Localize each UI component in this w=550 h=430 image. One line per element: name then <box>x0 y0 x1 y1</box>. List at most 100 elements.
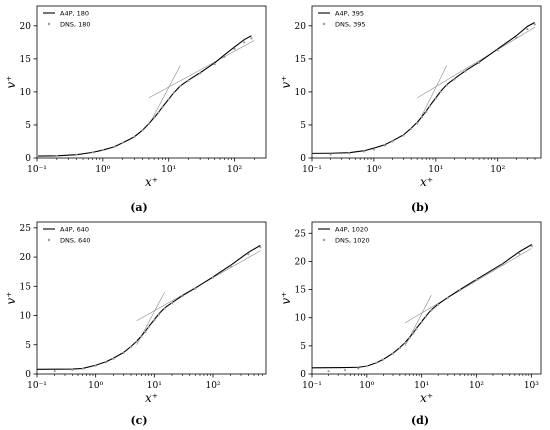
y-tick-label: 5 <box>300 342 306 352</box>
dns-data-point <box>53 369 56 373</box>
dns-data-point <box>382 358 385 361</box>
plot-area <box>37 35 255 158</box>
plot-frame <box>36 5 267 159</box>
dns-data-point <box>430 309 433 312</box>
legend-entry: DNS, 180 <box>60 20 91 28</box>
series-line-a4p <box>312 22 535 154</box>
plot-frame <box>311 5 542 159</box>
x-tick-label: 10⁰ <box>95 165 110 175</box>
dns-data-point <box>112 357 115 360</box>
legend: A4P, 1020 DNS, 1020 <box>318 225 370 244</box>
series-line-a4p <box>37 35 252 157</box>
x-tick-label: 10¹ <box>428 165 443 175</box>
reference-line-2 <box>405 248 532 324</box>
reference-line-2 <box>148 40 255 99</box>
dns-data-point <box>243 41 246 44</box>
dns-data-point <box>37 154 39 158</box>
dns-data-point <box>167 98 170 101</box>
reference-line-1 <box>416 65 447 126</box>
legend-swatch-dot <box>47 22 51 26</box>
dns-data-point <box>348 152 351 155</box>
dns-data-point <box>518 252 521 255</box>
dns-data-point <box>363 150 366 153</box>
dns-data-point <box>445 84 448 87</box>
dns-data-point <box>113 145 116 148</box>
dns-data-point <box>437 303 440 306</box>
x-tick-label: 10⁻¹ <box>302 165 322 175</box>
y-tick-label: 10 <box>295 88 307 98</box>
x-tick-label: 10⁰ <box>366 165 381 175</box>
reference-line-1 <box>148 65 181 126</box>
x-tick-label: 10¹ <box>414 381 429 391</box>
panel-caption: (c) <box>130 414 147 427</box>
dns-data-point <box>439 90 442 94</box>
dns-data-point <box>391 140 394 143</box>
dns-data-point <box>37 370 39 373</box>
dns-data-point <box>312 370 314 373</box>
dns-data-point <box>526 28 529 31</box>
y-tick-label: 0 <box>25 370 31 380</box>
x-axis-title: x⁺ <box>420 175 433 189</box>
dns-data-point <box>415 327 418 331</box>
dns-data-point <box>181 295 184 298</box>
panel-1: 10⁻¹ 10⁰ 10¹ 10² 0 5 10 15 20 x⁺ v⁺ A4P, 180 DNS, 18… <box>4 5 267 214</box>
x-tick-label: 10¹ <box>147 381 162 391</box>
dns-data-point <box>55 154 58 157</box>
y-axis-title: v⁺ <box>4 291 18 304</box>
y-tick-label: 25 <box>20 224 32 234</box>
dns-data-point <box>329 153 332 156</box>
dns-data-point <box>135 340 138 343</box>
dns-data-point <box>416 121 419 125</box>
panel-caption: (d) <box>411 414 429 427</box>
dns-data-point <box>425 110 428 113</box>
dns-data-point <box>153 319 156 322</box>
y-tick-label: 15 <box>20 55 32 65</box>
legend-swatch-dot <box>322 238 326 242</box>
plot-frame <box>36 221 267 375</box>
y-axis-title: v⁺ <box>279 291 293 304</box>
legend-entry: DNS, 395 <box>335 20 366 28</box>
dns-data-point <box>420 115 424 119</box>
y-tick-label: 20 <box>295 22 307 32</box>
x-tick-label: 10² <box>490 165 505 175</box>
dns-data-point <box>233 47 236 51</box>
plot-area <box>37 244 262 373</box>
x-axis-title: x⁺ <box>145 175 158 189</box>
dns-data-point <box>327 370 330 373</box>
legend-entry: A4P, 180 <box>60 9 89 17</box>
x-axis-title: x⁺ <box>145 391 158 405</box>
y-tick-label: 10 <box>295 314 307 324</box>
panel-caption: (a) <box>130 201 148 214</box>
dns-data-point <box>533 23 536 26</box>
dns-data-point <box>161 106 164 109</box>
y-tick-label: 10 <box>20 88 32 98</box>
dns-data-point <box>213 63 216 66</box>
dns-data-point <box>194 287 197 290</box>
plot-area <box>312 244 533 373</box>
legend-entry: DNS, 1020 <box>335 236 370 244</box>
dns-data-point <box>153 116 156 119</box>
x-tick-label: 10⁻¹ <box>302 381 322 391</box>
series-line-a4p <box>312 244 533 369</box>
y-tick-label: 15 <box>20 282 32 292</box>
legend-entry: A4P, 1020 <box>335 225 368 233</box>
dns-data-point <box>375 361 378 364</box>
y-tick-label: 0 <box>300 370 306 380</box>
dns-data-point <box>420 321 423 324</box>
y-tick-label: 15 <box>295 286 307 296</box>
dns-data-point <box>157 111 160 114</box>
dns-data-point <box>398 347 401 350</box>
dns-data-point <box>434 97 437 100</box>
dns-data-point <box>187 79 190 82</box>
dns-data-point <box>250 37 253 40</box>
dns-data-point <box>101 148 104 152</box>
dns-data-point <box>172 91 176 94</box>
y-axis-title: v⁺ <box>4 75 18 88</box>
dns-data-point <box>71 368 74 372</box>
x-tick-label: 10² <box>205 381 220 391</box>
x-axis-title: x⁺ <box>420 391 433 405</box>
dns-data-point <box>372 148 376 151</box>
dns-data-point <box>229 265 232 268</box>
dns-data-point <box>157 313 161 316</box>
